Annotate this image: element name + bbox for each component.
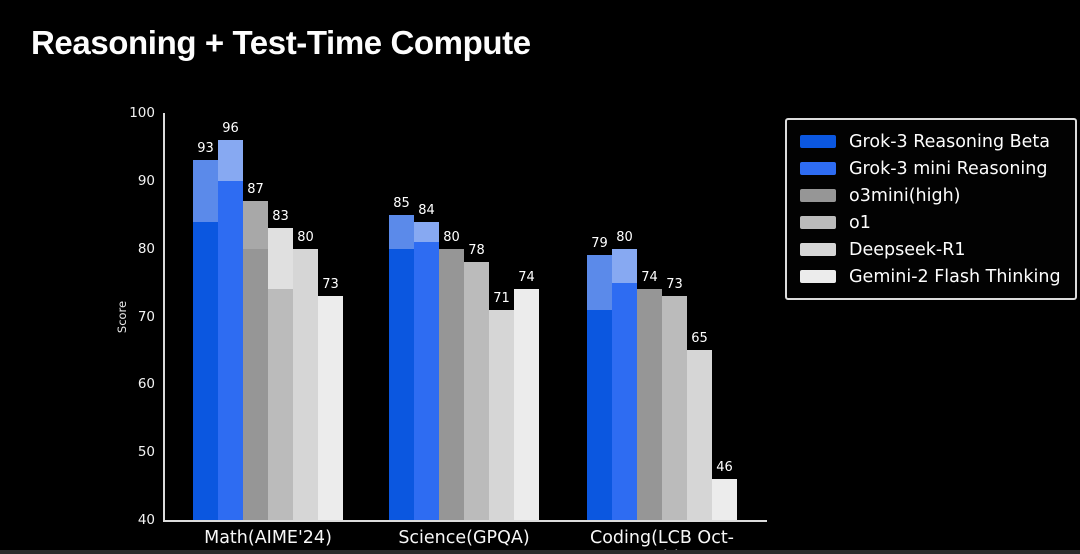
value-label-gemini-2-flash-thinking-math-aime-24: 73 (322, 277, 339, 293)
bar-deepseek-r1-science-gpqa (489, 309, 514, 520)
bar-deepseek-r1-coding-lcb-oct-feb (687, 350, 712, 520)
legend-item-deepseek-r1: Deepseek-R1 (800, 236, 1062, 263)
value-label-grok-3-reasoning-beta-math-aime-24: 93 (197, 141, 214, 157)
y-tick-90: 90 (137, 172, 155, 189)
value-label-grok-3-mini-reasoning-math-aime-24: 96 (222, 121, 239, 137)
plot-area: Score 100 90 80 70 60 50 40 Math(AIME'24) Scienc… (115, 105, 767, 554)
bar-gemini-2-flash-thinking-science-gpqa (514, 289, 539, 520)
legend-label: o3mini(high) (849, 185, 961, 206)
legend-item-grok-3-reasoning-beta: Grok-3 Reasoning Beta (800, 128, 1062, 155)
bar-deepseek-r1-math-aime-24 (293, 248, 318, 520)
test-time-compute-segment (389, 214, 414, 249)
value-label-o1-math-aime-24: 83 (272, 209, 289, 225)
legend-label: Grok-3 Reasoning Beta (849, 131, 1050, 152)
y-tick-60: 60 (137, 376, 155, 393)
legend-label: o1 (849, 212, 871, 233)
legend-swatch-icon (800, 216, 836, 229)
value-label-o1-science-gpqa: 78 (468, 243, 485, 259)
test-time-compute-segment (414, 221, 439, 242)
value-label-o1-coding-lcb-oct-feb: 73 (666, 277, 683, 293)
bar-grok-3-reasoning-beta-math-aime-24 (193, 160, 218, 520)
y-tick-70: 70 (137, 308, 155, 325)
test-time-compute-segment (243, 201, 268, 249)
bar-o1-science-gpqa (464, 262, 489, 520)
bar-o1-math-aime-24 (268, 228, 293, 520)
chart-title: Reasoning + Test-Time Compute (31, 24, 531, 61)
y-tick-50: 50 (137, 444, 155, 461)
value-label-grok-3-mini-reasoning-science-gpqa: 84 (418, 202, 435, 218)
value-label-o3mini-high-coding-lcb-oct-feb: 74 (641, 270, 658, 286)
category-label-science-gpqa: Science(GPQA) (398, 528, 530, 548)
bar-o1-coding-lcb-oct-feb (662, 296, 687, 520)
bar-o3mini-high-science-gpqa (439, 248, 464, 520)
bar-grok-3-reasoning-beta-coding-lcb-oct-feb (587, 255, 612, 520)
bar-gemini-2-flash-thinking-coding-lcb-oct-feb (712, 479, 737, 520)
legend-item-grok-3-mini-reasoning: Grok-3 mini Reasoning (800, 155, 1062, 182)
value-label-grok-3-mini-reasoning-coding-lcb-oct-feb: 80 (616, 229, 633, 245)
value-label-o3mini-high-science-gpqa: 80 (443, 229, 460, 245)
bottom-edge-strip (0, 550, 1080, 554)
value-label-gemini-2-flash-thinking-coding-lcb-oct-feb: 46 (716, 460, 733, 476)
y-tick-100: 100 (129, 105, 155, 121)
bar-o3mini-high-coding-lcb-oct-feb (637, 289, 662, 520)
value-label-deepseek-r1-math-aime-24: 80 (297, 229, 314, 245)
legend-swatch-icon (800, 135, 836, 148)
test-time-compute-segment (612, 248, 637, 283)
legend-swatch-icon (800, 162, 836, 175)
legend-item-gemini-2-flash-thinking: Gemini-2 Flash Thinking (800, 263, 1062, 290)
legend-item-o1: o1 (800, 209, 1062, 236)
value-label-grok-3-reasoning-beta-science-gpqa: 85 (393, 195, 410, 211)
bar-grok-3-reasoning-beta-science-gpqa (389, 214, 414, 520)
value-label-deepseek-r1-coding-lcb-oct-feb: 65 (691, 331, 708, 347)
test-time-compute-segment (193, 160, 218, 222)
legend-label: Gemini-2 Flash Thinking (849, 266, 1061, 287)
value-label-grok-3-reasoning-beta-coding-lcb-oct-feb: 79 (591, 236, 608, 252)
value-label-deepseek-r1-science-gpqa: 71 (493, 290, 510, 306)
bar-gemini-2-flash-thinking-math-aime-24 (318, 296, 343, 520)
test-time-compute-segment (587, 255, 612, 310)
legend-label: Deepseek-R1 (849, 239, 966, 260)
value-label-gemini-2-flash-thinking-science-gpqa: 74 (518, 270, 535, 286)
legend-swatch-icon (800, 189, 836, 202)
test-time-compute-segment (268, 228, 293, 290)
legend-swatch-icon (800, 270, 836, 283)
bar-o3mini-high-math-aime-24 (243, 201, 268, 520)
value-label-o3mini-high-math-aime-24: 87 (247, 182, 264, 198)
bar-grok-3-mini-reasoning-math-aime-24 (218, 140, 243, 520)
test-time-compute-segment (218, 140, 243, 181)
bar-grok-3-mini-reasoning-science-gpqa (414, 221, 439, 520)
legend-box: Grok-3 Reasoning Beta Grok-3 mini Reasoni… (785, 118, 1077, 300)
legend-label: Grok-3 mini Reasoning (849, 158, 1048, 179)
legend-item-o3mini-high: o3mini(high) (800, 182, 1062, 209)
category-label-math-aime-24: Math(AIME'24) (204, 528, 332, 548)
y-tick-80: 80 (137, 240, 155, 257)
y-tick-40: 40 (137, 512, 155, 528)
legend-swatch-icon (800, 243, 836, 256)
bar-grok-3-mini-reasoning-coding-lcb-oct-feb (612, 248, 637, 520)
